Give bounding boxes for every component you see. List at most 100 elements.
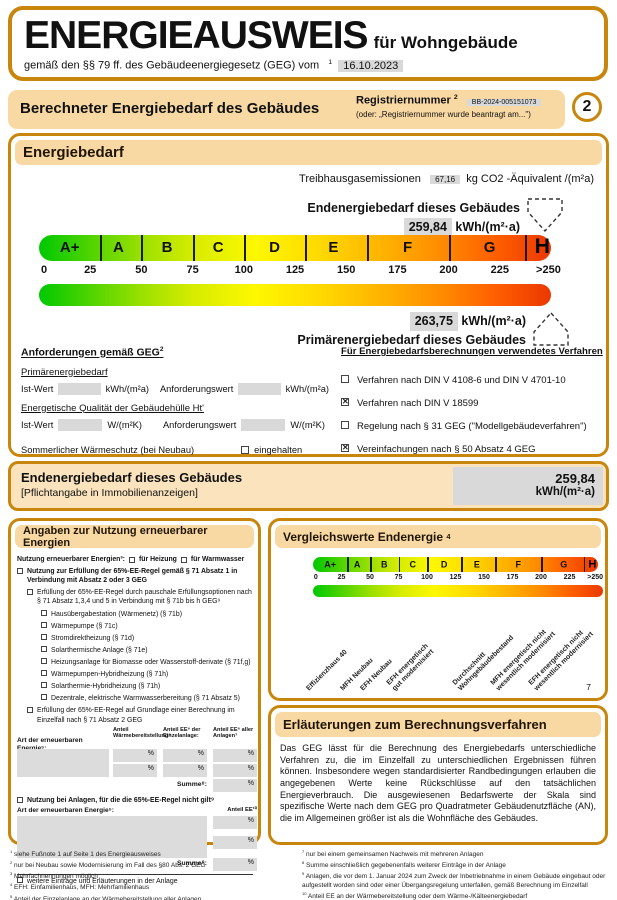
weitere-row: weitere Einträge und Erläuterungen in de… [17,873,253,886]
compare-corner-note: 7 [586,682,591,692]
primary-energy-value: 263,75 [409,312,458,331]
option-checkbox[interactable] [41,621,47,628]
banner-value-block: 259,84 kWh/(m²·a) [453,467,603,505]
verfahren-checkbox-vereinfachungen[interactable] [341,444,349,452]
warmwasser-checkbox[interactable] [180,556,187,563]
option-checkbox[interactable] [41,694,47,701]
compare-scale-bar: A+ A B C D E F G H [313,557,598,572]
table2-col1-header: Anteil EE¹⁰ [227,806,257,813]
footnote-ref-2: 2 [159,346,164,353]
compare-scale-numbers: 0 25 50 75 100 125 150 175 200 225 >250 [313,574,604,581]
ist-wert-row-1: Ist-Wert kWh/(m²a) Anforderungswert kWh/… [21,382,329,395]
registration-number-row: Registriernummer 2 BB-2024-005151073 [356,94,542,107]
rule-65ee-checkbox[interactable] [17,568,23,575]
table1-cell[interactable]: % [113,763,157,777]
option-checkbox[interactable] [41,670,47,677]
footnotes-left: 1 siehe Fußnote 1 auf Seite 1 des Energi… [10,849,206,900]
scale-letter: D [269,238,280,256]
scale-letter: F [403,238,413,256]
nicht-gilt-row: Nutzung bei Anlagen, für die die 65%-EE-… [17,796,253,805]
einzelfall-checkbox[interactable] [27,707,33,714]
option-row: Solarthermische Anlage (§ 71e) [41,645,253,655]
erneuerbare-header: Angaben zur Nutzung erneuerbarer Energie… [15,525,254,549]
banner-value: 259,84 [555,471,595,486]
table1-cell[interactable]: % [113,748,157,762]
footnotes-right: 7 nur bei einem gemeinsamen Nachweis mit… [302,849,606,900]
nicht-gilt-checkbox[interactable] [17,796,23,803]
table1-energy-field[interactable] [17,748,109,777]
verfahren-checkbox-din4108[interactable] [341,375,349,383]
ee-table-1: Art der erneuerbaren Energie⁵: Anteil Wä… [17,726,257,793]
anforderungswert-field-1 [238,382,281,395]
end-energy-value: 259,84 [403,217,452,237]
verfahren-checkbox-din18599[interactable] [341,398,349,406]
table2-energy-field[interactable] [17,815,207,858]
header-box: ENERGIEAUSWEIS für Wohngebäude gemäß den … [8,6,608,81]
table1-sum-label: Summe⁸: [176,780,207,788]
banner-unit: kWh/(m²·a) [535,486,595,498]
option-row: Hausübergabestation (Wärmenetz) (§ 71b) [41,609,253,619]
option-checkbox[interactable] [41,609,47,616]
scale-letter: E [328,238,339,256]
ghg-value: 67,16 [430,175,461,184]
banner-title: Endenergiebedarf dieses Gebäudes [21,470,243,485]
compare-labels: Effizienzhaus 40 MFH Neubau EFH Neubau E… [271,599,605,699]
primary-energy-scale-bar [39,284,551,306]
option-row: Dezentrale, elektrische Warmwasserbereit… [41,694,253,703]
table2-sum-cell: % [213,857,257,871]
table1-cell[interactable]: % [163,763,207,777]
rule-65ee-row: Nutzung zur Erfüllung der 65%-EE-Regel g… [17,567,253,585]
option-row: Wärmepumpen-Hybridheizung (§ 71h) [41,670,253,679]
erlaeuterungen-header: Erläuterungen zum Berechnungsverfahren [275,712,601,737]
table1-sum-cell: % [213,778,257,792]
scale-letter: C [409,559,417,570]
verfahren-item: Verfahren nach DIN V 4108-6 und DIN V 47… [341,375,606,386]
document-title: ENERGIEAUSWEIS [24,14,369,57]
scale-letter: C [212,238,224,256]
option-checkbox[interactable] [41,682,47,689]
verfahren-column: Für Energiebedarfsberechnungen verwendet… [341,346,606,455]
table2-cell[interactable]: % [213,835,257,849]
verfahren-checkbox-modellgebaeude[interactable] [341,421,349,429]
pauschal-checkbox[interactable] [27,589,33,596]
option-checkbox[interactable] [41,657,47,664]
option-row: Heizungsanlage für Biomasse oder Wassers… [41,657,253,667]
eingehalten-checkbox[interactable] [241,445,250,454]
house-down-marker-icon [527,198,563,233]
table1-cell[interactable]: % [213,748,257,762]
scale-letter: A [353,559,361,570]
page-number-badge: 2 [572,92,602,122]
table2-col0-header: Art der erneuerbaren Energie⁵: [17,806,114,814]
vergleichswerte-box: Vergleichswerte Endenergie 4 A+ A B C D … [268,518,608,701]
table1-cell[interactable]: % [163,748,207,762]
gebaeudehuelle-subheading: Energetische Qualität der Gebäudehülle H… [21,402,204,414]
table2-cell[interactable]: % [213,815,257,829]
ist-wert-field-2 [58,418,103,431]
option-checkbox[interactable] [41,633,47,640]
table1-col3-header: Anteil EE⁶ aller Anlagen⁷ [213,726,254,740]
verfahren-item: Vereinfachungen nach § 50 Absatz 4 GEG [341,444,606,455]
end-energy-banner: Endenergiebedarf dieses Gebäudes [Pflich… [8,461,609,511]
scale-letter: F [515,559,521,570]
table2-sum-label: Summe⁸: [176,859,207,867]
option-checkbox[interactable] [41,645,47,652]
footnote-ref-2: 2 [453,94,458,101]
primaerenergiebedarf-subheading: Primärenergiebedarf [21,366,108,378]
table1-col2-header: Anteil EE⁶ der Einzelanlage: [163,726,201,740]
anforderungen-title: Anforderungen gemäß GEG2 [21,346,164,359]
registration-alt-note: (oder: „Registriernummer wurde beantragt… [356,110,531,119]
scale-letter: H [588,558,597,571]
energy-scale-bar: A+ A B C D E F G H [39,235,551,261]
footnote-ref-4: 4 [446,532,451,541]
option-row: Solarthermie-Hybridheizung (§ 71h) [41,682,253,691]
sommerlicher-waermeschutz-row: Sommerlicher Wärmeschutz (bei Neubau) ei… [21,444,303,455]
option-row: Wärmepumpe (§ 71c) [41,621,253,631]
weitere-checkbox[interactable] [17,876,23,883]
table1-col1-header: Anteil Wärmebereitstellung⁵ [113,726,171,740]
verfahren-item: Verfahren nach DIN V 18599 [341,398,606,409]
heizung-checkbox[interactable] [128,556,135,563]
banner-subtitle: [Pflichtangabe in Immobilienanzeigen] [21,487,198,499]
table1-cell[interactable]: % [213,763,257,777]
scale-letter: A+ [324,559,336,570]
option-row: Stromdirektheizung (§ 71d) [41,633,253,643]
